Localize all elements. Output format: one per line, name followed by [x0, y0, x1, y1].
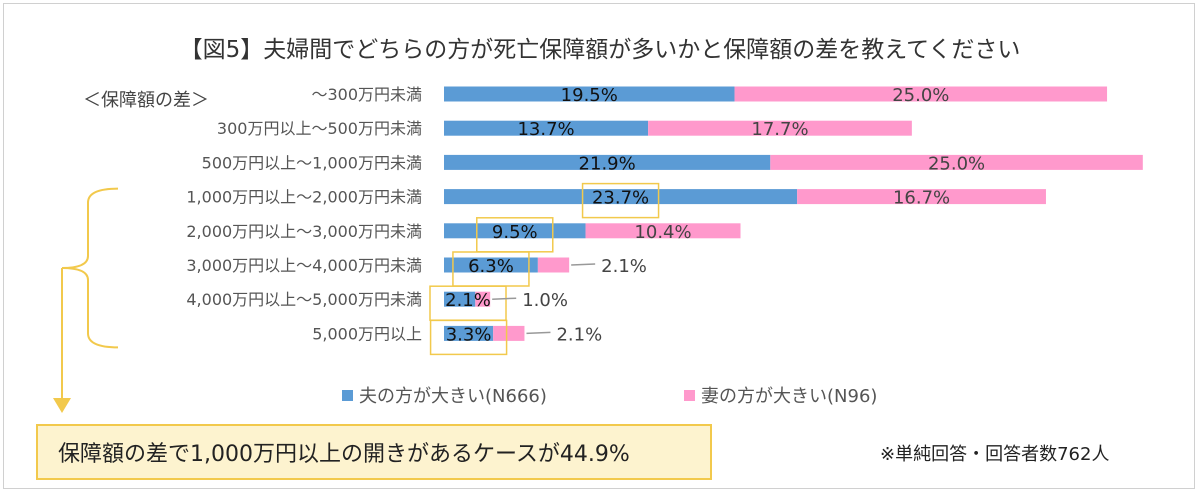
leader-line [571, 263, 596, 266]
data-label-wife: 2.1% [601, 256, 647, 277]
data-label-husband: 3.3% [446, 324, 492, 345]
category-label: 500万円以上～1,000万円未満 [202, 153, 422, 172]
category-label: 5,000万円以上 [312, 324, 422, 343]
bar-husband [444, 223, 586, 239]
bar-wife [770, 154, 1143, 170]
highlight-box [581, 182, 660, 219]
data-label-wife: 25.0% [892, 85, 949, 106]
bar-husband [444, 120, 649, 136]
bar-husband [444, 86, 735, 102]
bar-wife [537, 257, 570, 273]
category-label: 2,000万円以上～3,000万円未満 [186, 222, 422, 241]
sample-note: ※単純回答・回答者数762人 [880, 444, 1110, 465]
legend-swatch-wife [684, 389, 695, 401]
data-label-husband: 9.5% [492, 222, 538, 243]
bar-wife [475, 291, 491, 307]
data-label-husband: 21.9% [579, 153, 636, 174]
data-label-husband: 19.5% [561, 85, 618, 106]
bar-husband [444, 154, 771, 170]
category-label: 1,000万円以上～2,000万円未満 [186, 188, 422, 207]
bar-husband [444, 257, 538, 273]
category-label: 4,000万円以上～5,000万円未満 [186, 290, 422, 309]
section-label: ＜保障額の差＞ [83, 90, 209, 111]
category-label: ～300万円未満 [311, 85, 422, 104]
grouping-bracket [61, 187, 119, 349]
data-label-wife: 25.0% [928, 153, 985, 174]
chart-frame [3, 3, 1195, 489]
legend-swatch-husband [342, 389, 353, 401]
data-label-wife: 10.4% [634, 222, 691, 243]
legend-label-wife: 妻の方が大きい(N96) [701, 386, 878, 407]
bar-wife [493, 325, 525, 341]
leader-line [492, 297, 517, 300]
bar-wife [648, 120, 912, 136]
bar-husband [444, 325, 494, 341]
data-label-husband: 13.7% [517, 119, 574, 140]
bar-wife [734, 86, 1108, 102]
bar-husband [444, 189, 798, 205]
bar-wife [797, 189, 1046, 205]
highlight-box [429, 319, 508, 356]
data-label-wife: 16.7% [893, 188, 950, 209]
summary-callout: 保障額の差で1,000万円以上の開きがあるケースが44.9% [36, 424, 712, 480]
data-label-wife: 2.1% [556, 324, 602, 345]
data-label-wife: 17.7% [751, 119, 808, 140]
bar-husband [444, 291, 476, 307]
summary-callout-text: 保障額の差で1,000万円以上の開きがあるケースが44.9% [58, 442, 630, 467]
category-label: 3,000万円以上～4,000万円未満 [186, 256, 422, 275]
legend-label-husband: 夫の方が大きい(N666) [359, 386, 547, 407]
bar-wife [585, 223, 741, 239]
data-label-wife: 1.0% [522, 290, 568, 311]
legend-item-wife: 妻の方が大きい(N96) [684, 382, 877, 408]
data-label-husband: 23.7% [592, 188, 649, 209]
legend-item-husband: 夫の方が大きい(N666) [342, 382, 547, 408]
chart-title: 【図5】夫婦間でどちらの方が死亡保障額が多いかと保障額の差を教えてください [179, 37, 1021, 63]
data-label-husband: 6.3% [468, 256, 514, 277]
category-label: 300万円以上～500万円未満 [217, 119, 422, 138]
leader-line [526, 331, 551, 335]
callout-arrow-head [53, 398, 71, 413]
data-label-husband: 2.1% [445, 290, 491, 311]
